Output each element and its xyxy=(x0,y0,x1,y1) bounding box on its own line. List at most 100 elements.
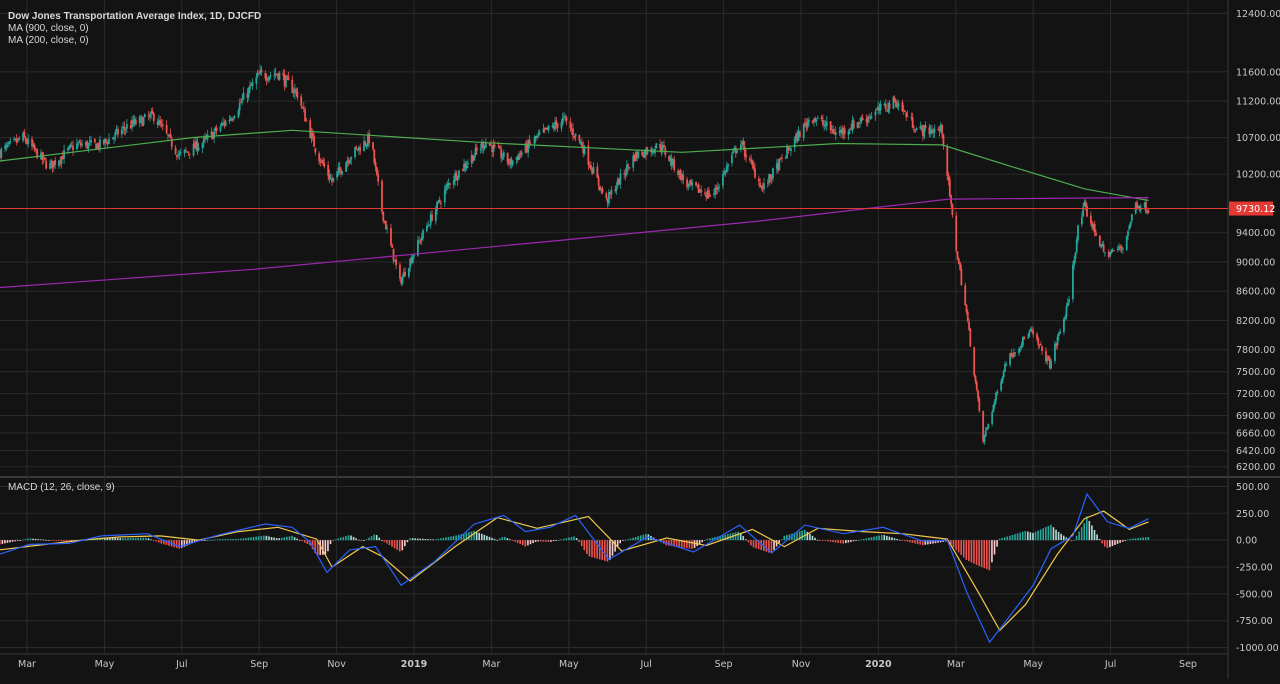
macd-histogram-bar xyxy=(714,537,716,541)
candle-body xyxy=(914,131,917,133)
price-tick-label: 7800.00 xyxy=(1236,345,1275,356)
candle-body xyxy=(178,153,181,155)
candle-body xyxy=(797,131,800,141)
macd-histogram-bar xyxy=(727,534,729,541)
macd-histogram-bar xyxy=(614,540,616,552)
candle-body xyxy=(291,79,294,93)
macd-histogram-bar xyxy=(183,540,186,547)
candle-body xyxy=(237,110,240,118)
candle-body xyxy=(895,101,897,107)
candle-body xyxy=(848,129,851,131)
macd-histogram-bar xyxy=(152,540,155,541)
macd-histogram-bar xyxy=(427,539,429,541)
macd-histogram-bar xyxy=(734,532,737,541)
candle-body xyxy=(659,144,662,149)
candle-body xyxy=(625,164,628,175)
candle-body xyxy=(113,136,115,139)
candle-body xyxy=(1064,316,1067,320)
macd-histogram-bar xyxy=(944,540,947,542)
candle-body xyxy=(1032,330,1035,335)
macd-histogram-bar xyxy=(42,539,45,541)
candle-body xyxy=(1029,328,1032,332)
macd-histogram-bar xyxy=(19,540,22,541)
candle-body xyxy=(274,73,277,75)
candle-body xyxy=(588,164,591,167)
candle-body xyxy=(924,124,927,129)
candle-body xyxy=(304,109,306,122)
macd-histogram-bar xyxy=(973,540,975,564)
macd-histogram-bar xyxy=(998,538,1001,541)
candle-body xyxy=(964,285,967,306)
candle-body xyxy=(628,167,631,169)
macd-histogram-bar xyxy=(1050,524,1052,541)
macd-histogram-bar xyxy=(962,540,965,558)
macd-histogram-bar xyxy=(798,531,801,541)
macd-histogram-bar xyxy=(478,532,481,541)
macd-histogram-bar xyxy=(575,538,578,541)
candle-body xyxy=(1039,344,1042,346)
candle-body xyxy=(820,117,823,120)
macd-histogram-bar xyxy=(298,539,301,541)
macd-histogram-bar xyxy=(109,537,111,541)
candle-body xyxy=(484,141,487,148)
candle-body xyxy=(911,117,914,128)
candle-body xyxy=(422,230,424,239)
macd-histogram-bar xyxy=(524,540,527,547)
candle-body xyxy=(349,159,351,164)
candle-body xyxy=(97,143,100,149)
candle-body xyxy=(302,107,305,110)
candle-body xyxy=(61,155,64,160)
macd-histogram-bar xyxy=(237,538,240,541)
candle-body xyxy=(938,129,941,132)
candle-body xyxy=(384,221,387,230)
candle-body xyxy=(63,150,65,159)
candle-body xyxy=(1080,216,1083,225)
macd-histogram-bar xyxy=(486,535,488,541)
candle-body xyxy=(704,192,706,195)
macd-histogram-bar xyxy=(1057,531,1060,541)
macd-histogram-bar xyxy=(398,540,401,552)
candle-body xyxy=(249,85,251,90)
candle-body xyxy=(937,128,940,130)
macd-histogram-bar xyxy=(29,538,32,541)
candle-body xyxy=(697,184,700,193)
candle-body xyxy=(88,141,91,143)
macd-histogram-bar xyxy=(637,536,639,541)
candle-body xyxy=(167,134,169,136)
macd-histogram-bar xyxy=(496,539,498,541)
macd-histogram-bar xyxy=(504,536,506,541)
candle-body xyxy=(605,193,608,199)
candle-body xyxy=(847,131,850,135)
candle-body xyxy=(581,142,583,148)
candle-body xyxy=(787,146,790,150)
macd-histogram-bar xyxy=(932,540,934,544)
candle-body xyxy=(957,258,960,264)
candle-body xyxy=(564,116,567,118)
candle-body xyxy=(1010,352,1013,357)
candle-body xyxy=(219,126,222,132)
candle-body xyxy=(99,139,101,149)
macd-histogram-bar xyxy=(511,540,514,541)
candle-body xyxy=(1138,205,1141,210)
candle-body xyxy=(481,142,483,149)
candle-body xyxy=(852,120,855,129)
macd-tick-label: -500.00 xyxy=(1236,589,1273,600)
candle-body xyxy=(381,180,383,212)
macd-histogram-bar xyxy=(45,539,47,541)
macd-histogram-bar xyxy=(150,539,152,541)
candle-body xyxy=(1005,364,1008,366)
macd-histogram-bar xyxy=(132,537,134,541)
candle-body xyxy=(929,130,932,134)
candle-body xyxy=(483,146,486,148)
candle-body xyxy=(537,133,540,135)
candle-body xyxy=(759,182,762,188)
candle-body xyxy=(606,198,609,203)
macd-histogram-bar xyxy=(547,540,550,542)
macd-histogram-bar xyxy=(57,540,60,541)
macd-tick-label: 0.00 xyxy=(1236,536,1257,547)
macd-histogram-bar xyxy=(1137,538,1139,541)
macd-histogram-bar xyxy=(806,531,809,541)
macd-histogram-bar xyxy=(450,536,452,541)
